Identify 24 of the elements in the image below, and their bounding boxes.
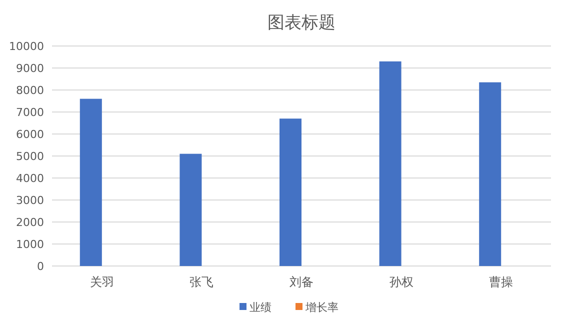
y-tick-label: 2000 xyxy=(16,216,44,229)
chart-title: 图表标题 xyxy=(268,13,336,33)
bar xyxy=(180,154,202,266)
bar xyxy=(379,61,402,266)
x-tick-label: 刘备 xyxy=(290,275,314,289)
legend-label: 业绩 xyxy=(250,301,272,314)
legend-label: 增长率 xyxy=(304,301,338,314)
y-tick-label: 3000 xyxy=(16,194,44,207)
y-tick-label: 7000 xyxy=(16,106,44,119)
y-tick-label: 10000 xyxy=(9,40,44,53)
x-tick-label: 张飞 xyxy=(190,275,214,289)
bar xyxy=(280,118,302,266)
y-tick-label: 5000 xyxy=(16,150,44,163)
y-tick-label: 9000 xyxy=(16,62,44,75)
x-tick-label: 孙权 xyxy=(389,275,414,289)
y-tick-label: 0 xyxy=(37,260,44,273)
bar xyxy=(479,82,502,266)
bar xyxy=(80,98,102,266)
y-tick-label: 4000 xyxy=(16,172,44,185)
x-tick-label: 关羽 xyxy=(90,275,114,289)
x-tick-label: 曹操 xyxy=(489,275,514,289)
y-tick-label: 1000 xyxy=(16,238,44,251)
y-tick-label: 8000 xyxy=(16,84,44,97)
y-tick-label: 6000 xyxy=(16,128,44,141)
